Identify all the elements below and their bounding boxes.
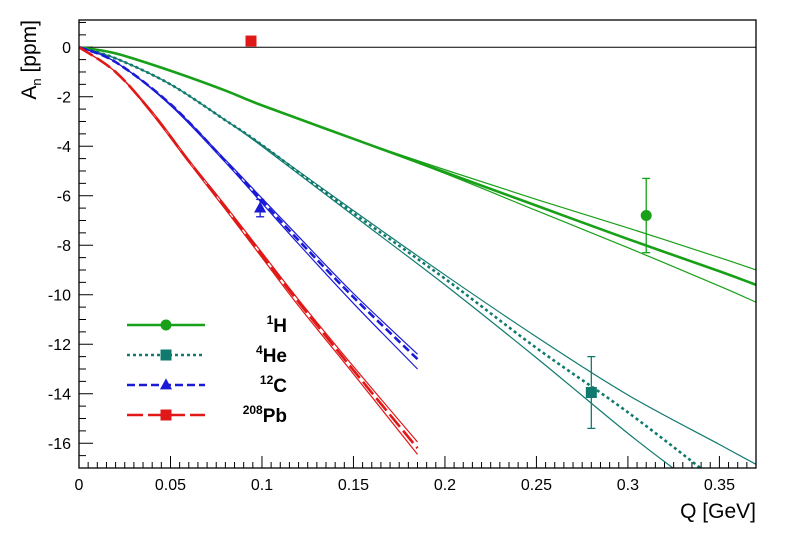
point-marker xyxy=(254,201,267,213)
point-marker xyxy=(245,35,257,47)
legend-item-208pb: 208Pb xyxy=(127,403,287,427)
y-tick-label: -16 xyxy=(48,436,71,453)
series-1h-curves xyxy=(79,45,756,303)
curve-208pb-central xyxy=(79,46,419,450)
series-4he-curves xyxy=(79,45,756,468)
x-tick-label: 0.1 xyxy=(251,477,273,494)
legend-marker xyxy=(160,409,172,421)
point-208pb xyxy=(245,35,257,47)
y-axis-label: An [ppm] xyxy=(18,20,44,100)
axis-ticks: 0 0.05 0.1 0.15 0.2 0.25 0.3 0.35 0 -2 -4 -6 -8 -10 -1… xyxy=(48,21,757,494)
legend-marker xyxy=(159,378,173,390)
y-tick-label: -2 xyxy=(57,90,71,107)
y-tick-label: -12 xyxy=(48,337,71,354)
legend-label: 1H xyxy=(267,313,287,337)
x-axis-label: Q [GeV] xyxy=(680,500,756,523)
point-marker xyxy=(585,387,597,399)
series-curves xyxy=(79,45,756,468)
x-tick-label: 0.35 xyxy=(704,477,735,494)
legend-label: 208Pb xyxy=(243,403,287,427)
series-208pb-curves xyxy=(79,46,419,455)
series-12c-curves xyxy=(79,46,419,370)
y-tick-label: -10 xyxy=(48,288,71,305)
legend-label: 12C xyxy=(260,373,287,397)
legend-label: 4He xyxy=(256,343,287,367)
x-tick-label: 0.25 xyxy=(521,477,552,494)
y-tick-label: -14 xyxy=(48,387,71,404)
y-tick-label: 0 xyxy=(62,40,71,57)
legend-marker xyxy=(160,319,172,331)
legend: 1H 4He 12C 208Pb xyxy=(127,313,287,427)
point-12c xyxy=(254,198,267,218)
point-4he xyxy=(585,355,597,430)
x-tick-label: 0 xyxy=(75,477,84,494)
x-tick-label: 0.3 xyxy=(617,477,639,494)
legend-item-4he: 4He xyxy=(127,343,287,367)
y-tick-label: -6 xyxy=(57,189,71,206)
curve-1h-central xyxy=(79,45,756,287)
point-1h xyxy=(640,177,652,254)
curve-4he-central xyxy=(79,45,703,468)
point-marker xyxy=(640,210,652,222)
curve-12c-central xyxy=(79,46,419,361)
y-tick-label: -8 xyxy=(57,238,71,255)
data-points xyxy=(245,35,652,430)
x-tick-label: 0.05 xyxy=(155,477,186,494)
x-tick-label: 0.15 xyxy=(338,477,369,494)
y-tick-label: -4 xyxy=(57,139,71,156)
plot-frame xyxy=(78,19,757,469)
legend-item-1h: 1H xyxy=(127,313,287,337)
legend-marker xyxy=(160,349,172,361)
x-tick-label: 0.2 xyxy=(434,477,456,494)
legend-item-12c: 12C xyxy=(127,373,287,397)
